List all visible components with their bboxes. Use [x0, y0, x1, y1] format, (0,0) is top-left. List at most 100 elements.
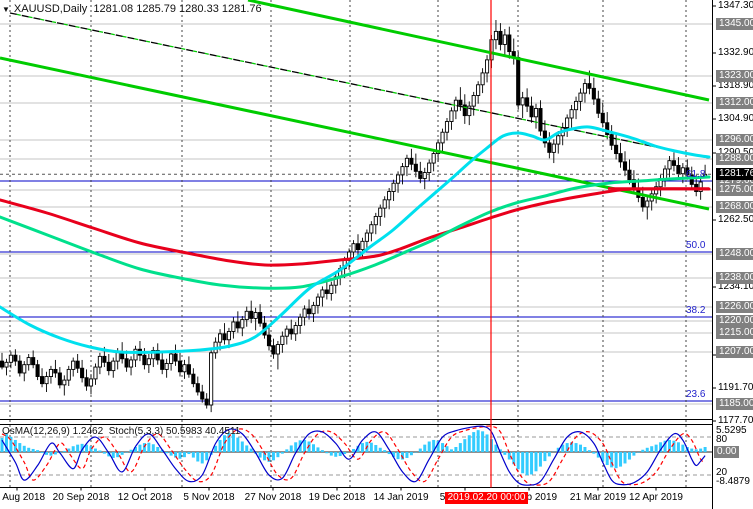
stoch-value: 50.5983 40.4511 — [166, 426, 241, 437]
candle-body — [582, 83, 587, 94]
candle-body — [324, 289, 329, 294]
candle-body — [360, 240, 365, 251]
candle-body — [542, 130, 547, 144]
candle-body — [97, 355, 102, 368]
price-tick-label: 1318.90 — [718, 80, 753, 91]
candle-body — [587, 83, 592, 89]
candle-body — [57, 372, 62, 386]
candle-body — [622, 161, 628, 171]
candle-body — [364, 232, 369, 242]
candle-body — [84, 377, 89, 387]
candle-body — [48, 368, 53, 377]
candle-body — [422, 172, 427, 179]
descending-trend-dashed-green — [9, 12, 710, 159]
trendlines[interactable] — [0, 0, 710, 211]
candle-body — [173, 353, 178, 362]
candle-body — [476, 84, 481, 96]
descending-channel-upper — [247, 0, 710, 102]
price-tick-label: 1332.90 — [718, 47, 753, 58]
candle-body — [525, 97, 530, 107]
stoch-signal-line — [1, 425, 706, 486]
price-tick-label: 1234.10 — [718, 281, 753, 292]
axes[interactable] — [16, 0, 716, 509]
price-level-badge: 1220.00 — [716, 315, 753, 327]
time-axis-label[interactable]: 28 Feb 2019 — [500, 492, 558, 503]
indicator-scale-label: 20 — [716, 467, 728, 478]
price-tick-label: 1304.90 — [718, 113, 753, 124]
candle-body — [471, 95, 476, 107]
time-axis-label[interactable]: 12 Oct 2018 — [117, 492, 173, 503]
candle-body — [71, 360, 76, 370]
candle-body — [217, 333, 223, 343]
candle-body — [102, 355, 107, 363]
time-axis-label[interactable]: 5 Nov 2018 — [183, 492, 235, 503]
quick-trade-dropdown-icon[interactable]: ▼ — [2, 5, 10, 14]
time-axis-label[interactable]: 21 Mar 2019 — [569, 492, 627, 503]
candle-body — [80, 367, 85, 379]
candle-body — [133, 348, 138, 361]
candle-body — [507, 34, 512, 53]
candle-body — [26, 357, 31, 366]
candle-body — [128, 359, 134, 368]
candle-body — [609, 134, 614, 146]
candle-body — [182, 364, 187, 373]
candle-body — [351, 243, 356, 253]
candle-body — [396, 174, 401, 184]
descending-trend-dashed — [9, 12, 710, 159]
fib-level-label: 38.2 — [686, 305, 706, 316]
time-axis-label[interactable]: 20 Sep 2018 — [52, 492, 110, 503]
candle-body — [88, 378, 94, 387]
ma-aqua-fast — [0, 125, 711, 354]
candle-body — [266, 334, 272, 347]
time-axis-label[interactable]: 14 Jan 2019 — [373, 492, 429, 503]
candle-body — [17, 360, 22, 374]
candle-body — [418, 170, 423, 179]
candle-body — [177, 360, 183, 373]
fib-level-label: 61.8 — [686, 169, 706, 180]
time-axis-label[interactable]: 19 Dec 2018 — [308, 492, 366, 503]
price-level-badge: 1226.00 — [716, 301, 753, 313]
candle-body — [31, 357, 36, 366]
candle-body — [35, 364, 40, 377]
candle-body — [307, 308, 312, 315]
candle-body — [293, 325, 298, 335]
indicator-scale-label: -8.4879 — [716, 476, 750, 487]
candle-body — [258, 312, 263, 324]
time-axis-label[interactable]: 27 Nov 2018 — [244, 492, 302, 503]
candle-body — [280, 335, 285, 345]
indicator-scale-label: 5.5295 — [716, 425, 747, 436]
candle-body — [226, 331, 232, 341]
candle-body — [600, 112, 605, 124]
candle-body — [124, 358, 129, 368]
fibonacci-lines — [0, 180, 712, 402]
candle-body — [93, 366, 98, 380]
candle-body — [663, 168, 668, 179]
candle-body — [596, 98, 601, 114]
candle-body — [53, 368, 58, 374]
ma-springgreen-mid — [0, 175, 711, 290]
indicator-panel — [0, 419, 712, 488]
candle-body — [498, 30, 503, 45]
candle-body — [409, 157, 414, 165]
candle-body — [578, 92, 583, 102]
price-level-badge: 1288.00 — [716, 153, 753, 165]
candle-body — [698, 181, 703, 192]
candle-body — [676, 164, 681, 175]
candle-body — [160, 359, 165, 370]
descending-channel-lower — [0, 56, 710, 211]
time-axis-label[interactable]: 12 Apr 2019 — [629, 492, 683, 503]
candle-body — [667, 160, 672, 170]
candle-body — [547, 142, 552, 153]
candle-body — [75, 360, 80, 369]
stoch-label: Stoch(5,3,3) — [108, 426, 164, 437]
candle-body — [680, 167, 685, 175]
candle-body — [235, 321, 240, 329]
candle-body — [271, 345, 276, 355]
candle-body — [284, 328, 289, 337]
candle-body — [275, 344, 280, 355]
time-axis-label[interactable]: 29 Aug 2018 — [0, 492, 46, 503]
price-tick-label: 1347.30 — [718, 0, 753, 11]
candle-body — [467, 105, 472, 117]
price-level-badge: 1185.00 — [716, 398, 753, 410]
